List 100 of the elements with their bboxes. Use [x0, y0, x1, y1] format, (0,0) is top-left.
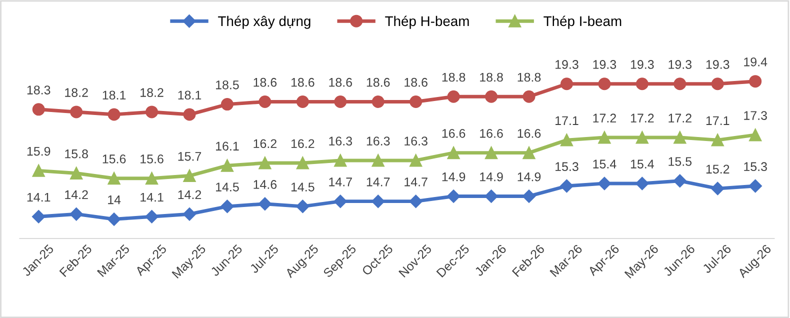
point	[258, 96, 272, 108]
data-label: 16.3	[366, 136, 390, 146]
point	[410, 154, 422, 167]
point	[484, 190, 498, 203]
data-label: 18.6	[366, 78, 390, 87]
data-label: 17.2	[630, 114, 654, 122]
point	[296, 200, 310, 214]
data-label: 18.5	[216, 80, 239, 90]
data-label: 15.8	[65, 149, 88, 158]
data-label: 14.9	[442, 172, 466, 182]
data-label: 16.3	[329, 136, 352, 146]
data-label: 17.1	[706, 116, 730, 125]
point	[372, 154, 384, 167]
data-label: 18.8	[518, 72, 541, 82]
data-label: 19.3	[706, 60, 730, 69]
data-label: 14.7	[404, 178, 428, 186]
point	[146, 106, 158, 118]
data-label: 16.6	[480, 128, 503, 138]
data-label: 17.2	[593, 114, 616, 122]
data-label: 18.6	[291, 78, 314, 87]
point	[636, 131, 648, 144]
data-label: 14.2	[178, 190, 202, 199]
point	[522, 190, 536, 203]
point	[220, 159, 234, 172]
point	[334, 154, 347, 167]
point	[258, 156, 272, 170]
point	[334, 194, 347, 208]
point	[674, 131, 686, 144]
point	[749, 75, 762, 88]
data-label: 14.9	[480, 172, 503, 182]
data-label: 14.7	[329, 178, 352, 186]
data-label: 14.6	[254, 180, 277, 189]
point	[560, 78, 573, 90]
point	[183, 170, 196, 182]
legend-label: Thép H-beam	[385, 16, 469, 29]
data-label: 14.1	[27, 192, 50, 202]
data-label: 14	[108, 196, 121, 204]
point	[70, 208, 83, 221]
point	[220, 200, 234, 214]
legend-label: Thép I-beam	[544, 16, 622, 29]
point	[32, 103, 45, 116]
point	[560, 134, 573, 146]
data-label: 16.3	[404, 136, 428, 146]
point	[108, 172, 120, 185]
data-label: 15.3	[744, 162, 767, 172]
point	[485, 90, 498, 103]
data-label: 15.5	[668, 157, 692, 166]
data-label: 18.1	[102, 90, 126, 100]
point	[674, 78, 686, 90]
point	[673, 174, 686, 188]
point	[258, 197, 272, 210]
data-label: 17.2	[668, 114, 692, 122]
point	[372, 96, 384, 108]
point	[372, 194, 385, 208]
data-label: 16.6	[442, 128, 466, 138]
point	[446, 190, 460, 203]
point	[296, 156, 309, 170]
point	[711, 182, 724, 196]
data-label: 19.3	[556, 60, 578, 69]
data-label: 19.3	[668, 60, 692, 69]
point	[296, 96, 309, 108]
data-label: 17.3	[744, 111, 767, 120]
data-label: 18.8	[442, 72, 466, 82]
data-label: 18.8	[480, 72, 503, 82]
data-label: 16.2	[254, 139, 276, 148]
data-label: 17.1	[556, 116, 578, 125]
point	[409, 194, 422, 208]
point	[711, 134, 724, 146]
point	[636, 176, 649, 190]
data-label: 15.4	[630, 160, 654, 168]
data-label: 18.3	[27, 86, 50, 94]
point	[748, 179, 762, 193]
data-label: 15.6	[140, 154, 164, 164]
point	[334, 96, 347, 108]
point	[447, 146, 460, 160]
data-label: 16.1	[216, 142, 239, 151]
data-label: 15.2	[706, 164, 730, 174]
point	[522, 90, 536, 103]
data-label: 14.5	[216, 182, 239, 192]
point	[598, 78, 611, 90]
data-label: 18.6	[329, 78, 352, 87]
data-label: 19.3	[593, 60, 616, 69]
data-label: 14.1	[140, 192, 164, 202]
point	[410, 96, 422, 108]
data-label: 16.6	[518, 128, 541, 138]
point	[146, 172, 158, 185]
data-label: 18.6	[254, 78, 277, 87]
data-label: 15.4	[593, 160, 616, 168]
data-label: 18.2	[140, 88, 164, 97]
point	[32, 164, 45, 177]
point	[447, 90, 460, 103]
data-label: 14.9	[518, 172, 541, 182]
data-label: 15.3	[556, 162, 578, 172]
point	[560, 179, 574, 193]
point	[183, 108, 196, 121]
point	[598, 176, 612, 190]
data-label: 19.3	[630, 60, 654, 69]
point	[145, 210, 158, 224]
data-label: 14.7	[366, 178, 390, 186]
data-label: 18.1	[178, 90, 202, 100]
